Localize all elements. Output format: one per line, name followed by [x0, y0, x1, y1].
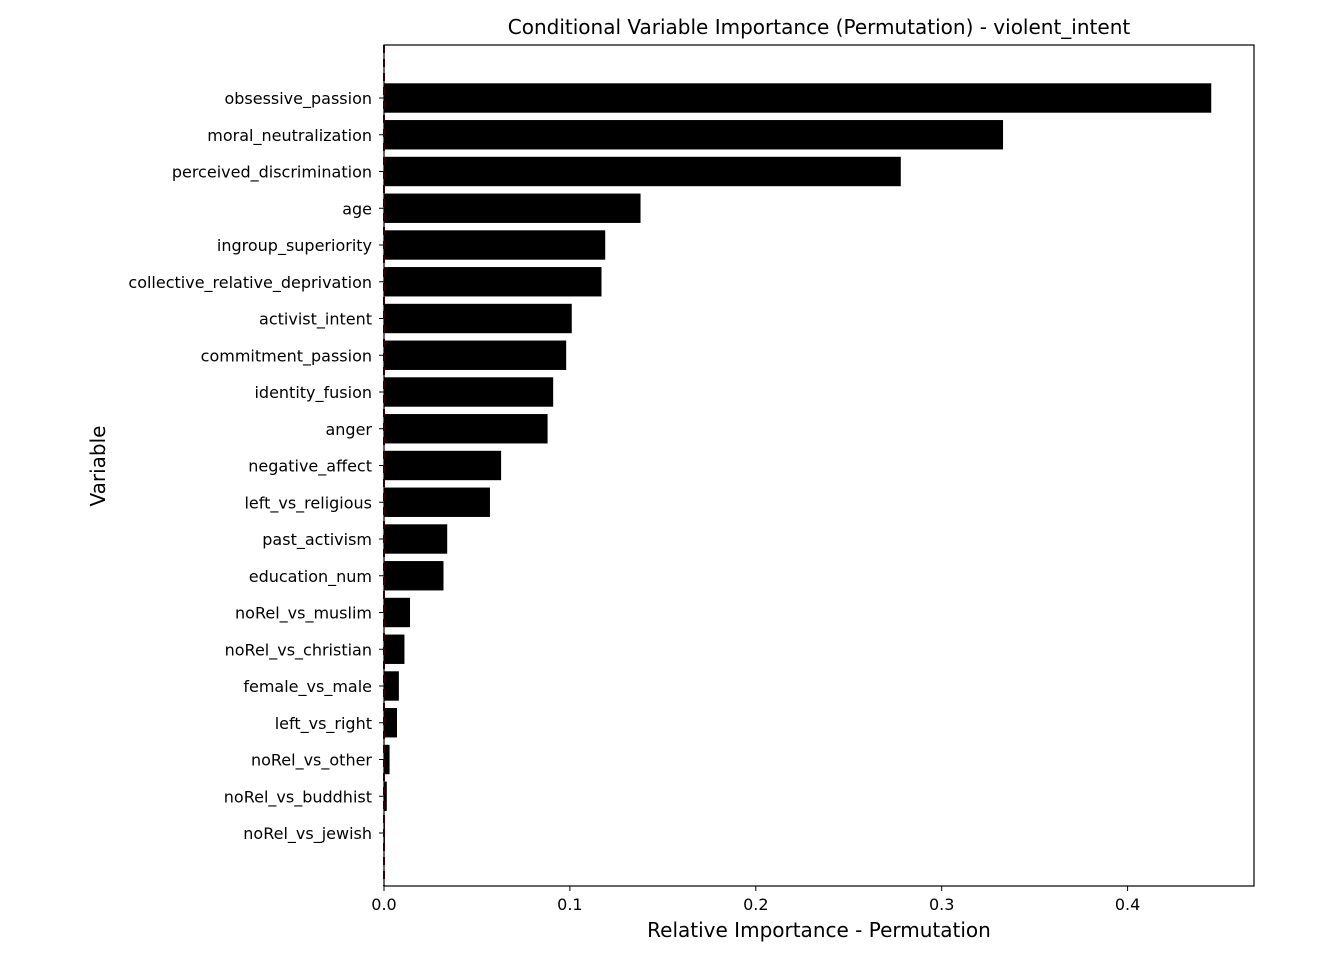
bar: [384, 744, 390, 775]
bar: [384, 156, 901, 187]
y-tick-label: commitment_passion: [201, 346, 372, 366]
x-tick-label: 0.4: [1115, 895, 1140, 914]
bar: [384, 267, 602, 297]
bar: [384, 634, 405, 664]
y-tick-label: noRel_vs_buddhist: [224, 787, 372, 807]
y-tick-label: perceived_discrimination: [172, 163, 372, 183]
bar: [384, 303, 572, 334]
bar: [384, 524, 448, 554]
y-tick-label: collective_relative_deprivation: [128, 273, 372, 293]
y-tick-label: left_vs_right: [275, 714, 372, 734]
y-tick-label: age: [342, 199, 372, 218]
y-tick-label: activist_intent: [259, 310, 372, 330]
bar: [384, 487, 490, 517]
bar: [384, 83, 1212, 113]
y-tick-label: anger: [325, 420, 372, 439]
bar: [384, 450, 502, 481]
y-tick-label: noRel_vs_christian: [225, 640, 372, 660]
bar: [384, 708, 398, 738]
x-tick-label: 0.1: [557, 895, 582, 914]
bar: [384, 230, 606, 260]
x-tick-label: 0.0: [371, 895, 396, 914]
y-tick-label: education_num: [249, 567, 372, 587]
bar: [384, 414, 548, 444]
bar: [384, 561, 444, 591]
y-tick-label: ingroup_superiority: [217, 236, 372, 256]
y-tick-label: noRel_vs_other: [251, 751, 372, 771]
y-tick-label: past_activism: [262, 530, 372, 550]
y-tick-label: noRel_vs_muslim: [235, 604, 372, 624]
y-tick-label: moral_neutralization: [207, 126, 372, 146]
y-tick-label: noRel_vs_jewish: [243, 824, 372, 844]
y-axis-title: Variable: [86, 426, 110, 507]
y-tick-label: left_vs_religious: [244, 493, 372, 513]
y-tick-label: identity_fusion: [254, 383, 372, 403]
bar: [384, 781, 387, 811]
y-tick-label: obsessive_passion: [224, 89, 372, 109]
x-axis-title: Relative Importance - Permutation: [647, 918, 991, 942]
bar: [384, 120, 1004, 150]
x-tick-label: 0.2: [743, 895, 768, 914]
plot-area: obsessive_passion moral_neutralizationper…: [128, 44, 1255, 914]
y-tick-label: negative_affect: [248, 457, 372, 477]
bar: [384, 340, 567, 370]
x-tick-label: 0.3: [929, 895, 954, 914]
bar: [384, 377, 554, 407]
plot-frame: [383, 44, 1255, 887]
y-tick-label: female_vs_male: [243, 677, 372, 697]
bar: [384, 597, 411, 628]
chart-title: Conditional Variable Importance (Permuta…: [508, 15, 1131, 39]
bar: [384, 671, 399, 701]
bar: [384, 193, 641, 223]
